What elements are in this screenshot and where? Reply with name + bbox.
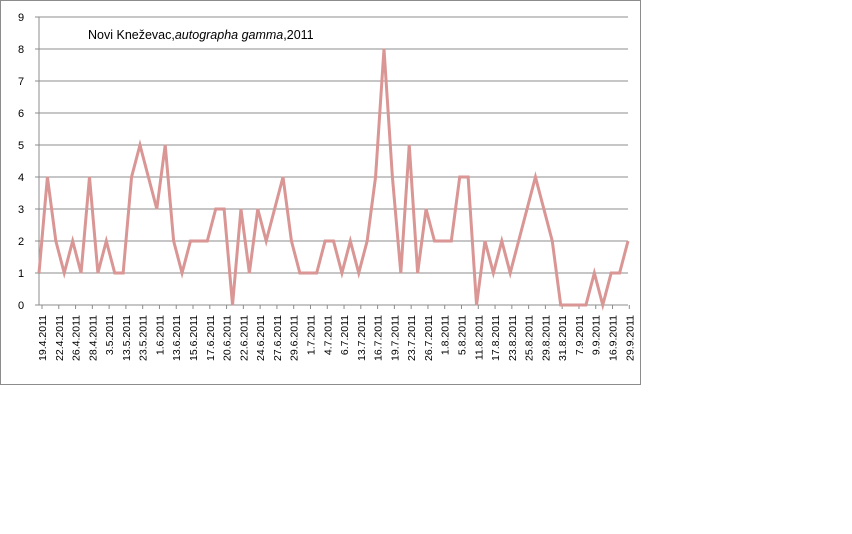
x-tick-label: 26.7.2011 xyxy=(423,315,435,361)
x-tick-label: 16.9.2011 xyxy=(608,315,620,361)
x-tick-label: 23.5.2011 xyxy=(138,315,150,361)
chart-title: Novi Kneževac,autographa gamma,2011 xyxy=(88,28,314,42)
x-tick-label: 26.4.2011 xyxy=(71,315,83,361)
x-tick-label: 3.5.2011 xyxy=(104,315,116,355)
x-tick-label: 22.4.2011 xyxy=(54,315,66,361)
x-tick-label: 28.4.2011 xyxy=(87,315,99,361)
x-tick-label: 16.7.2011 xyxy=(373,315,385,361)
x-tick-label: 27.6.2011 xyxy=(272,315,284,361)
y-tick-label-4: 4 xyxy=(18,172,24,184)
y-tick-label-5: 5 xyxy=(18,140,24,152)
x-tick-label: 29.8.2011 xyxy=(540,315,552,361)
x-tick-label: 4.7.2011 xyxy=(322,315,334,355)
x-tick-label: 1.8.2011 xyxy=(440,315,452,355)
x-tick-label: 1.6.2011 xyxy=(154,315,166,355)
y-tick-label-6: 6 xyxy=(18,108,24,120)
chart-frame: 0 1 2 3 4 5 6 7 8 9 19.4.2011 22.4.2011 26.4.2011 28… xyxy=(0,0,641,385)
x-tick-label: 29.6.2011 xyxy=(289,315,301,361)
y-axis-tick-labels: 0 1 2 3 4 5 6 7 8 9 xyxy=(18,12,24,312)
x-tick-label: 29.9.2011 xyxy=(624,315,636,361)
series-line-group xyxy=(37,48,630,311)
x-tick-label: 20.6.2011 xyxy=(222,315,234,361)
y-tick-label-0: 0 xyxy=(18,300,24,312)
x-tick-label: 6.7.2011 xyxy=(339,315,351,355)
x-tick-label: 31.8.2011 xyxy=(557,315,569,361)
x-tick-label: 19.4.2011 xyxy=(37,315,49,361)
chart-title-year: ,2011 xyxy=(283,28,313,42)
x-tick-label: 1.7.2011 xyxy=(305,315,317,355)
line-chart: 0 1 2 3 4 5 6 7 8 9 19.4.2011 22.4.2011 26.4.2011 28… xyxy=(18,12,636,361)
x-tick-label: 13.6.2011 xyxy=(171,315,183,361)
y-tick-label-7: 7 xyxy=(18,76,24,88)
x-tick-label: 17.6.2011 xyxy=(205,315,217,361)
x-tick-label: 24.6.2011 xyxy=(255,315,267,361)
y-tick-label-8: 8 xyxy=(18,44,24,56)
y-tick-label-2: 2 xyxy=(18,236,24,248)
gridlines xyxy=(35,16,628,306)
x-tick-label: 11.8.2011 xyxy=(473,315,485,360)
chart-title-species: autographa gamma xyxy=(175,28,283,42)
y-tick-label-3: 3 xyxy=(18,204,24,216)
y-tick-label-1: 1 xyxy=(18,268,24,280)
x-axis xyxy=(38,17,630,309)
x-tick-label: 5.8.2011 xyxy=(457,315,469,355)
x-tick-label: 13.5.2011 xyxy=(121,315,133,361)
y-tick-label-9: 9 xyxy=(18,12,24,24)
x-tick-label: 25.8.2011 xyxy=(524,315,536,361)
chart-title-part: Novi Kneževac, xyxy=(88,28,175,42)
x-tick-label: 13.7.2011 xyxy=(356,315,368,361)
x-tick-label: 19.7.2011 xyxy=(389,315,401,361)
x-tick-label: 22.6.2011 xyxy=(238,315,250,361)
x-tick-label: 9.9.2011 xyxy=(591,315,603,355)
x-tick-label: 17.8.2011 xyxy=(490,315,502,361)
x-axis-tick-labels: 19.4.2011 22.4.2011 26.4.2011 28.4.2011 3.5.… xyxy=(37,315,636,361)
x-tick-label: 23.8.2011 xyxy=(507,315,519,361)
x-tick-label: 7.9.2011 xyxy=(574,315,586,355)
x-tick-label: 15.6.2011 xyxy=(188,315,200,361)
x-tick-label: 23.7.2011 xyxy=(406,315,418,361)
